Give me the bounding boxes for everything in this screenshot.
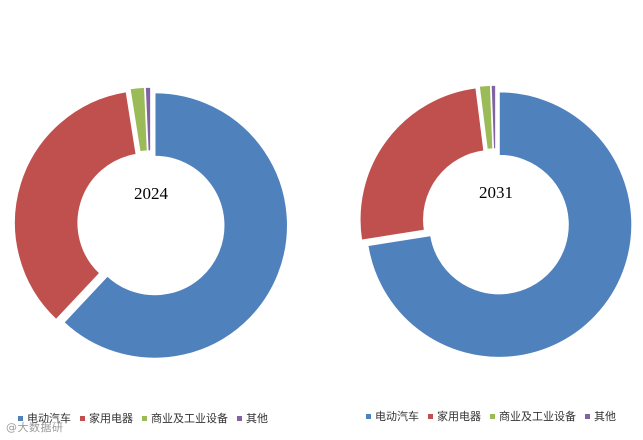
legend-item-1: 家用电器 <box>80 410 133 426</box>
center-label-1: 2031 <box>479 183 513 202</box>
slice-2024-3 <box>144 86 152 152</box>
slice-2031-3 <box>490 84 497 150</box>
legend-swatch <box>237 415 242 421</box>
legend-swatch <box>428 413 433 419</box>
slice-2024-0 <box>62 91 289 360</box>
donut-chart-2031: 2031 <box>359 84 633 359</box>
donut-chart-2024: 2024 <box>13 86 289 360</box>
center-label-0: 2024 <box>134 184 169 203</box>
legend-label: 家用电器 <box>89 412 133 425</box>
legend-label: 家用电器 <box>437 410 481 423</box>
legend-item-0: 电动汽车 <box>366 408 419 424</box>
legend-item-2: 商业及工业设备 <box>142 410 228 426</box>
legend-label: 商业及工业设备 <box>151 412 228 425</box>
legend-2031: 电动汽车 家用电器 商业及工业设备 其他 <box>366 408 625 424</box>
legend-label: 商业及工业设备 <box>499 410 576 423</box>
slice-2031-1 <box>359 86 485 242</box>
legend-item-3: 其他 <box>585 408 616 424</box>
legend-swatch <box>366 413 371 419</box>
legend-swatch <box>18 415 23 421</box>
slice-2031-0 <box>366 90 633 359</box>
legend-item-2: 商业及工业设备 <box>490 408 576 424</box>
legend-2024: 电动汽车 家用电器 商业及工业设备 其他 <box>18 410 277 426</box>
legend-swatch <box>80 415 85 421</box>
legend-label: 其他 <box>246 412 268 425</box>
legend-label: 电动汽车 <box>27 412 71 425</box>
legend-label: 电动汽车 <box>375 410 419 423</box>
legend-item-3: 其他 <box>237 410 268 426</box>
legend-swatch <box>585 413 590 419</box>
legend-item-0: 电动汽车 <box>18 410 71 426</box>
legend-swatch <box>142 415 147 421</box>
legend-item-1: 家用电器 <box>428 408 481 424</box>
watermark-text: @大数据研 <box>6 421 64 434</box>
legend-label: 其他 <box>594 410 616 423</box>
slice-2024-1 <box>13 90 138 321</box>
legend-swatch <box>490 413 495 419</box>
